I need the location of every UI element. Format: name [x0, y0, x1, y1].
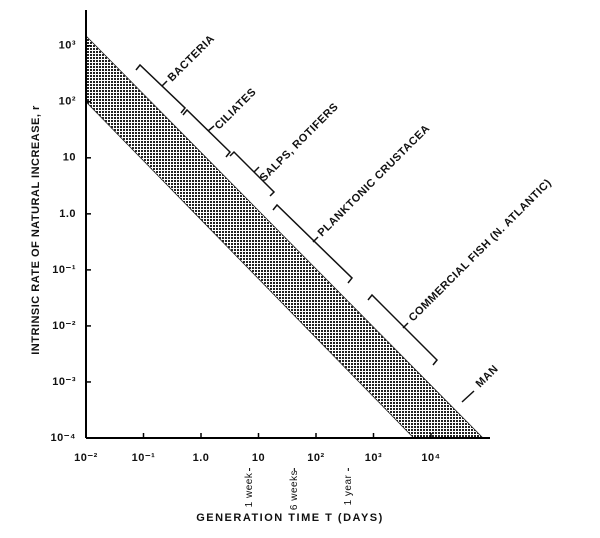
bracket	[461, 390, 475, 403]
x-tick-label: 10⁴	[421, 452, 440, 464]
bracket	[253, 166, 260, 173]
x-axis-label: GENERATION TIME T (DAYS)	[196, 512, 384, 524]
y-tick-label: 10³	[59, 40, 76, 52]
group-label: MAN	[474, 363, 501, 390]
y-axis-label: INTRINSIC RATE OF NATURAL INCREASE, r	[30, 105, 42, 355]
y-tick-label: 10⁻³	[52, 376, 76, 388]
group-label: SALPS, ROTIFERS	[258, 101, 341, 184]
bracket	[402, 322, 409, 329]
group-label: CILIATES	[213, 86, 259, 132]
x-tick-label: 1.0	[193, 452, 210, 464]
y-tick-label: 10²	[59, 96, 76, 108]
x-tick-label: 10³	[365, 452, 382, 464]
time-marker-label: 1 week	[244, 472, 255, 507]
x-tick-label: 10⁻²	[74, 452, 98, 464]
bracket	[135, 63, 187, 114]
y-tick-label: 10⁻¹	[52, 264, 76, 276]
x-tick-label: 10	[252, 452, 265, 464]
bracket	[161, 80, 168, 87]
y-tick-label: 10⁻⁴	[51, 432, 76, 444]
y-tick-label: 1.0	[59, 208, 76, 220]
group-label: COMMERCIAL FISH (N. ATLANTIC)	[407, 177, 554, 324]
y-tick-label: 10	[63, 152, 76, 164]
bracket	[207, 125, 215, 132]
band-area	[85, 34, 484, 439]
bracket	[312, 236, 319, 243]
y-tick-label: 10⁻²	[52, 320, 76, 332]
group-label: PLANKTONIC CRUSTACEA	[316, 122, 433, 239]
group-label: BACTERIA	[166, 33, 218, 85]
x-tick-label: 10²	[307, 452, 324, 464]
time-marker-label: 6 weeks	[289, 470, 300, 510]
x-tick-label: 10⁻¹	[132, 452, 156, 464]
time-marker-label: 1 year	[343, 474, 354, 505]
